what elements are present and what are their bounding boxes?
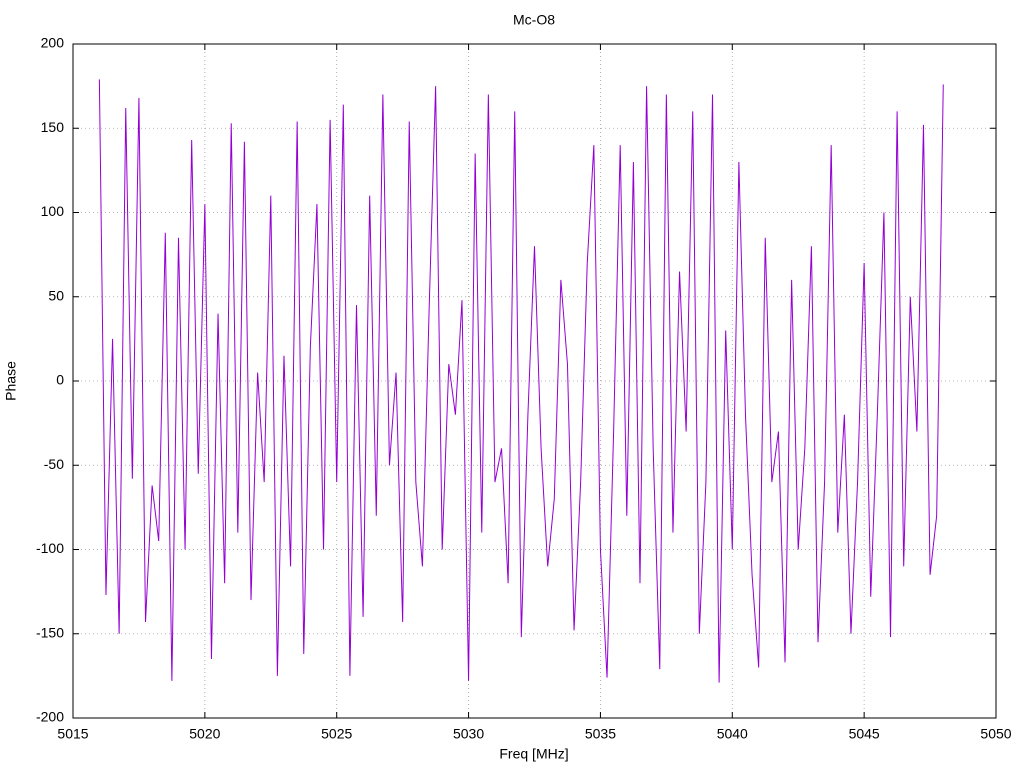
x-tick-label: 5030 (453, 726, 484, 742)
x-tick-label: 5035 (585, 726, 616, 742)
x-tick-label: 5020 (189, 726, 220, 742)
y-tick-label: 100 (41, 203, 65, 219)
data-line (98, 79, 944, 683)
y-tick-label: 150 (41, 119, 65, 135)
y-tick-label: 0 (56, 372, 64, 388)
x-tick-label: 5015 (57, 726, 88, 742)
y-tick-label: 50 (48, 287, 64, 303)
x-axis-label: Freq [MHz] (499, 746, 568, 762)
y-axis-label: Phase (3, 361, 19, 401)
x-tick-label: 5045 (849, 726, 880, 742)
y-tick-label: -100 (36, 540, 64, 556)
y-tick-label: -200 (36, 709, 64, 725)
x-tick-label: 5050 (980, 726, 1011, 742)
y-tick-label: -50 (44, 456, 64, 472)
chart-title: Mc-O8 (513, 12, 555, 28)
plot-border (72, 43, 997, 719)
y-tick-label: 200 (41, 35, 65, 51)
x-tick-label: 5025 (321, 726, 352, 742)
x-tick-label: 5040 (717, 726, 748, 742)
y-tick-label: -150 (36, 624, 64, 640)
